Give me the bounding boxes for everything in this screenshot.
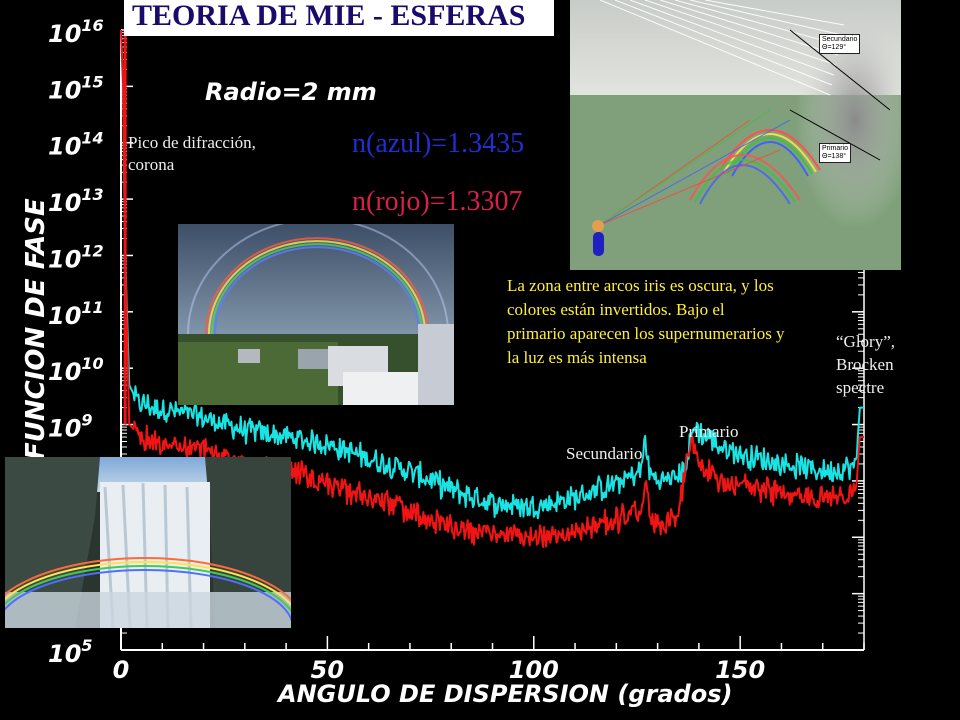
y-tick-label: 1010 — [48, 354, 104, 386]
diagram-label-primary-angle: Θ=138° — [822, 153, 847, 160]
rainbow-city-photo — [178, 224, 454, 405]
x-axis-label: ANGULO DE DISPERSION (grados) — [276, 680, 732, 708]
diagram-label-primary: Primario Θ=138° — [819, 143, 852, 163]
y-tick-label: 1012 — [48, 241, 104, 273]
waterfall-rainbow-photo — [5, 457, 291, 628]
diagram-label-secondary-angle: Θ=129° — [822, 44, 847, 51]
legend-blue-index: n(azul)=1.3435 — [352, 128, 525, 159]
series-line-blue — [120, 29, 864, 520]
diagram-label-secondary: Secundario Θ=129° — [819, 34, 861, 54]
x-tick-label: 150 — [715, 656, 765, 684]
y-tick-label: 1015 — [48, 72, 104, 104]
y-tick-label: 1016 — [48, 16, 104, 48]
rainbow-city-image — [178, 224, 454, 405]
y-axis-label: FUNCION DE FASE — [21, 198, 51, 460]
y-tick-label: 1011 — [48, 298, 104, 330]
y-tick-label: 1013 — [48, 185, 104, 217]
annotation-diffraction-peak: Pico de difracción, corona — [128, 133, 256, 174]
y-tick-label: 1014 — [48, 129, 104, 161]
annotation-dark-band: La zona entre arcos iris es oscura, y lo… — [507, 276, 785, 367]
chart-subtitle: Radio=2 mm — [205, 78, 377, 106]
rainbow-geometry-diagram: Secundario Θ=129° Primario Θ=138° — [570, 0, 901, 270]
annotation-primary-bow: Primario — [679, 422, 739, 441]
x-tick-label: 100 — [509, 656, 559, 684]
y-tick-label: 105 — [48, 636, 93, 668]
annotation-glory: “Glory”, Brocken spectre — [836, 332, 896, 397]
legend-red-index: n(rojo)=1.3307 — [352, 186, 523, 217]
rainbow-geometry-image — [570, 0, 901, 270]
x-tick-label: 50 — [311, 656, 344, 684]
page-title: TEORIA DE MIE - ESFERAS — [132, 0, 526, 32]
diagram-label-secondary-name: Secundario — [822, 36, 858, 43]
x-tick-label: 0 — [113, 656, 130, 684]
waterfall-image — [5, 457, 291, 628]
diagram-label-primary-name: Primario — [822, 145, 849, 152]
annotation-secondary-bow: Secundario — [566, 444, 643, 463]
title-banner — [124, 0, 554, 36]
y-tick-label: 109 — [48, 411, 93, 443]
